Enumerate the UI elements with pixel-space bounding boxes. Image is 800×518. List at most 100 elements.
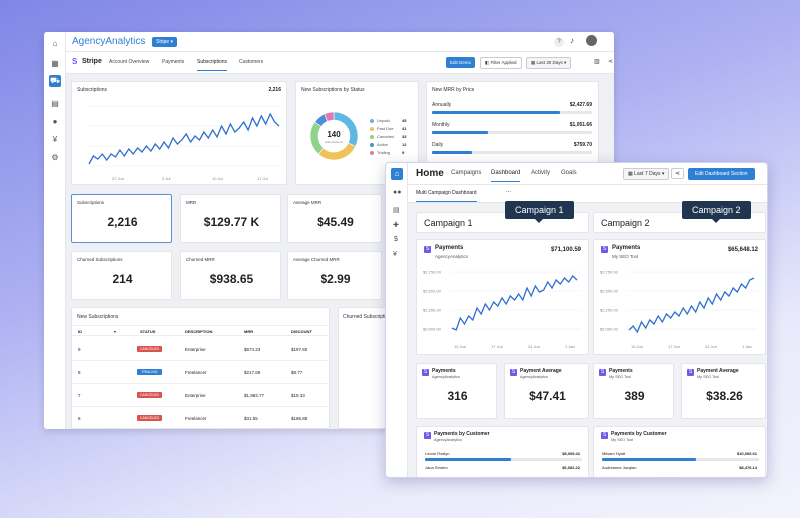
- cart-icon[interactable]: ⛟: [49, 75, 61, 87]
- sub-nav: S Stripe Account Overview Payments Subsc…: [66, 52, 614, 74]
- y-tick-label: $2,500.00: [423, 289, 442, 294]
- column-header[interactable]: DESCRIPTION: [185, 329, 213, 334]
- kpi-card[interactable]: Churned MRR $938.65: [180, 251, 281, 300]
- column-header[interactable]: STATUS: [140, 329, 156, 334]
- share-icon[interactable]: ⋖: [671, 168, 685, 179]
- avatar[interactable]: [586, 35, 597, 46]
- table-row[interactable]: 9 CANCELED Enterprise $674.23 $197.60: [72, 339, 331, 361]
- cell-id: 7: [78, 393, 81, 398]
- mrr-row-value: $759.70: [573, 142, 592, 148]
- grid-icon[interactable]: ▦: [51, 59, 59, 68]
- bell-icon[interactable]: ♪: [570, 36, 574, 45]
- customer-bar: [602, 458, 759, 461]
- card-source: AgencyAnalytics: [434, 438, 462, 442]
- y-tick-label: $2,750.00: [600, 270, 619, 275]
- columns-icon[interactable]: ▥: [594, 59, 600, 65]
- more-tabs-button[interactable]: ...: [506, 188, 512, 194]
- sort-icon[interactable]: ▾: [114, 329, 117, 334]
- help-icon[interactable]: ?: [554, 37, 564, 47]
- stripe-icon: S: [687, 369, 694, 376]
- legend-swatch: [370, 119, 374, 123]
- puzzle-icon[interactable]: ✚: [393, 222, 399, 229]
- kpi-card[interactable]: Churned Subscriptions 214: [71, 251, 172, 300]
- legend-value: 41: [402, 126, 407, 131]
- kpi-label: Subscriptions: [77, 200, 105, 205]
- campaign-kpi-card[interactable]: S Payments AgencyAnalytics 316: [416, 363, 497, 419]
- chart-total: $65,648.12: [727, 247, 758, 253]
- kpi-label: Churned MRR: [186, 257, 215, 262]
- column-header[interactable]: MRR: [244, 329, 254, 334]
- front-window: ⌂ ●● ▤ ✚ $ ¥ Home Campaigns Dashboard Ac…: [385, 162, 768, 478]
- campaign-name: Campaign 1: [424, 218, 473, 228]
- kpi-card[interactable]: Subscriptions 2,216: [71, 194, 172, 243]
- campaign-kpi-card[interactable]: S Payment Average AgencyAnalytics $47.41: [504, 363, 589, 419]
- kpi-card[interactable]: Average MRR $45.49: [287, 194, 382, 243]
- x-tick-label: 24 Jun: [528, 344, 540, 349]
- legend-label: Unpaid: [377, 118, 390, 123]
- tab-goals[interactable]: Goals: [561, 170, 577, 176]
- legend-value: 12: [402, 142, 407, 147]
- legend-value: 45: [402, 118, 407, 123]
- kpi-label: Payments: [432, 368, 456, 374]
- customer-bar-fill: [425, 458, 512, 461]
- gear-icon[interactable]: ⚙: [51, 153, 59, 162]
- column-header[interactable]: DISCOUNT: [291, 329, 312, 334]
- app-logo: AgencyAnalytics: [72, 36, 146, 47]
- kpi-label: MRR: [186, 200, 197, 205]
- kpi-label: Average MRR: [293, 200, 322, 205]
- tab-multi-campaign[interactable]: Multi Campaign Dashboard: [416, 190, 477, 202]
- edit-demo-button[interactable]: Edit Demo: [446, 57, 476, 68]
- client-select[interactable]: Stripe ▾: [152, 37, 177, 47]
- donut-center-value: 140: [327, 130, 341, 139]
- y-tick-label: $2,000.00: [600, 327, 619, 332]
- edit-dashboard-button[interactable]: Edit Dashboard Section: [688, 168, 755, 180]
- legend-label: Canceled: [377, 134, 394, 139]
- campaign-kpi-card[interactable]: S Payment Average My SEO Tool $38.26: [681, 363, 766, 419]
- currency-icon[interactable]: ¥: [393, 251, 397, 258]
- users-icon[interactable]: ●●: [393, 189, 402, 196]
- report-icon[interactable]: ▤: [51, 99, 59, 108]
- filter-button[interactable]: ◧ Filter Applied: [480, 57, 522, 69]
- card-title: Churned Subscripti...: [343, 314, 390, 320]
- kpi-value: $45.49: [317, 215, 354, 229]
- customer-bar: [425, 458, 582, 461]
- mrr-row-label: Daily: [432, 142, 444, 148]
- home-icon[interactable]: ⌂: [52, 39, 58, 48]
- user-icon[interactable]: ●: [52, 117, 58, 126]
- kpi-card[interactable]: Average Churned MRR $2.99: [287, 251, 382, 300]
- table-row[interactable]: 6 CANCELED Freelancer $31.55 $186.88: [72, 408, 331, 429]
- sidebar: ⌂ ●● ▤ ✚ $ ¥: [386, 163, 408, 477]
- tab-payments[interactable]: Payments: [162, 59, 185, 65]
- dollar-icon[interactable]: $: [394, 236, 398, 243]
- page-title: Stripe: [82, 58, 102, 65]
- tab-activity[interactable]: Activity: [531, 170, 551, 176]
- date-range[interactable]: ▦ Last 7 Days ▾: [623, 168, 670, 180]
- campaign-kpi-card[interactable]: S Payments My SEO Tool 389: [593, 363, 674, 419]
- mrr-bar: [432, 151, 592, 154]
- date-range[interactable]: ▦ Last 30 Days ▾: [526, 57, 572, 69]
- tab-account-overview[interactable]: Account Overview: [109, 59, 150, 65]
- kpi-card[interactable]: MRR $129.77 K: [180, 194, 281, 243]
- tab-dashboard[interactable]: Dashboard: [491, 170, 521, 182]
- card-title: Subscriptions: [77, 87, 108, 93]
- home-icon[interactable]: ⌂: [391, 168, 403, 180]
- tab-campaigns[interactable]: Campaigns: [451, 170, 482, 176]
- chart-total: $71,100.59: [550, 247, 581, 253]
- chart-title: Payments: [612, 245, 641, 251]
- home-title: Home: [416, 168, 444, 179]
- tab-subscriptions[interactable]: Subscriptions: [197, 59, 228, 71]
- series-line: [88, 112, 280, 165]
- legend-swatch: [370, 151, 374, 155]
- share-icon[interactable]: ⋖: [608, 59, 614, 65]
- kpi-value: 2,216: [107, 215, 138, 229]
- currency-icon[interactable]: ¥: [52, 135, 58, 144]
- table-row[interactable]: 7 CANCELED Enterprise $1,983.77 $19.33: [72, 385, 331, 407]
- x-tick-label: 10 Jul: [212, 176, 223, 181]
- sidebar: ⌂ ▦ ⛟ ▤ ● ¥ ⚙: [44, 32, 66, 429]
- tab-customers[interactable]: Customers: [239, 59, 264, 65]
- donut-slice-canceled: [309, 121, 324, 155]
- report-icon[interactable]: ▤: [393, 207, 400, 214]
- kpi-value: $38.26: [706, 389, 743, 403]
- table-row[interactable]: 8 TRIALING Freelancer $217.69 $8.77: [72, 362, 331, 384]
- column-header[interactable]: ID: [78, 329, 82, 334]
